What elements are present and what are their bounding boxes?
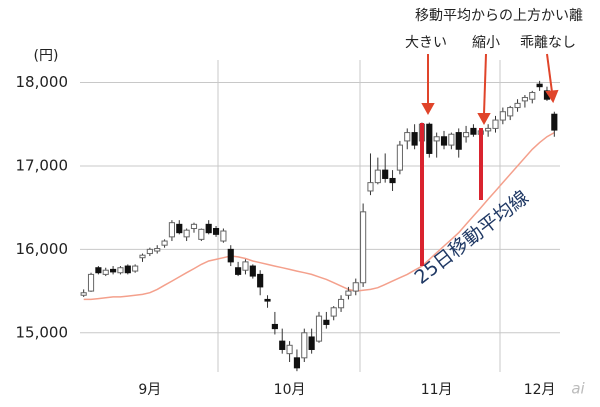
- candle-body: [521, 97, 528, 102]
- arrow: [483, 53, 487, 115]
- candle-body: [433, 136, 440, 142]
- ma-label: 25日移動平均線: [410, 186, 532, 288]
- candle-body: [367, 182, 374, 192]
- month-dividers: [217, 60, 501, 372]
- candle-body: [426, 123, 433, 154]
- candle-body: [352, 282, 359, 292]
- candle-body: [382, 169, 389, 179]
- x-tick-label: 9月: [138, 382, 161, 398]
- candle-body: [293, 357, 301, 369]
- arrow: [546, 53, 553, 93]
- annotation-title: 移動平均からの上方かい離: [415, 7, 583, 24]
- candle-body: [345, 290, 352, 296]
- candle-body: [470, 127, 477, 135]
- candle-body: [323, 319, 330, 325]
- candle-body: [205, 223, 212, 234]
- candle-body: [132, 265, 139, 272]
- x-tick-label: 10月: [274, 382, 306, 398]
- candle-body: [360, 211, 367, 284]
- y-tick-label: 16,000: [16, 240, 69, 258]
- candle-body: [301, 332, 308, 359]
- candle-body: [161, 240, 168, 246]
- candle-body: [95, 267, 102, 274]
- arrowhead: [421, 103, 435, 116]
- candle-body: [411, 132, 418, 146]
- candle-body: [220, 230, 227, 242]
- candle-body: [463, 132, 470, 138]
- annotation: 縮小: [472, 35, 500, 51]
- candle-body: [110, 268, 117, 273]
- x-tick-label: 12月: [524, 382, 556, 398]
- candle-body: [492, 119, 499, 129]
- candle-body: [315, 315, 323, 342]
- candle-body: [389, 177, 396, 184]
- candle-body: [124, 265, 131, 274]
- candle-body: [529, 92, 536, 100]
- candle-body: [330, 307, 337, 317]
- candle-body: [286, 344, 293, 355]
- candle-body: [514, 102, 521, 109]
- candle-body: [139, 254, 146, 259]
- y-unit: (円): [34, 48, 59, 64]
- candle-body: [117, 267, 124, 274]
- candle-body: [308, 336, 315, 350]
- candle-body: [183, 229, 190, 238]
- candle-body: [242, 261, 249, 271]
- candle-body: [499, 111, 506, 121]
- arrows: [421, 53, 559, 126]
- candle-body: [551, 113, 558, 131]
- candle-body: [396, 144, 403, 171]
- y-tick-label: 18,000: [16, 73, 69, 91]
- candle-body: [455, 132, 462, 150]
- candle-body: [146, 248, 153, 255]
- watermark: ai: [571, 380, 585, 398]
- y-tick-label: 17,000: [16, 156, 69, 174]
- candle-body: [212, 228, 220, 235]
- candle-body: [440, 136, 448, 146]
- candle-body: [257, 273, 264, 288]
- plot: 15,000 16,000 17,000 18,000 9月 10月 11月 12月: [16, 73, 560, 398]
- candle-body: [168, 222, 175, 238]
- candle-body: [235, 267, 242, 275]
- candle-body: [271, 323, 278, 330]
- arrowhead: [477, 113, 491, 126]
- y-tick-label: 15,000: [16, 323, 69, 341]
- candle-body: [448, 133, 455, 146]
- candle-body: [227, 248, 234, 263]
- x-tick-label: 11月: [421, 382, 453, 398]
- annotation: 大きい: [405, 35, 447, 51]
- candle-body: [80, 292, 87, 296]
- candle-body: [264, 298, 271, 302]
- candle-body: [102, 269, 109, 275]
- candle-body: [485, 127, 492, 132]
- candle-body: [536, 83, 543, 88]
- candle-body: [404, 132, 411, 142]
- candle-body: [374, 169, 381, 184]
- candle-body: [249, 265, 256, 277]
- candle-body: [87, 273, 95, 292]
- candle-body: [198, 228, 205, 240]
- annotation: 乖離なし: [520, 34, 576, 51]
- candle-body: [507, 107, 514, 117]
- candle-body: [154, 248, 161, 252]
- candle-body: [337, 298, 345, 309]
- candle-body: [176, 223, 183, 234]
- moving-average: [83, 131, 555, 301]
- candle-body: [190, 223, 198, 230]
- candle-body: [279, 340, 286, 350]
- arrowhead: [545, 89, 559, 104]
